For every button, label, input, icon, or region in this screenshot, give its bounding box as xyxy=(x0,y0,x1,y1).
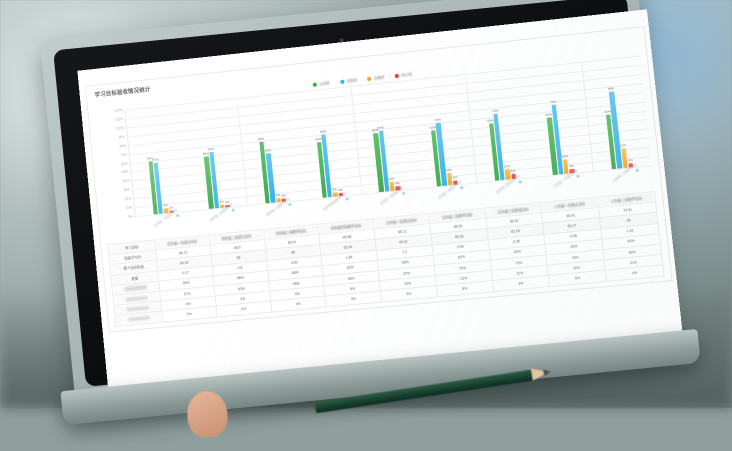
bar-group[interactable]: 59% 57% 6% 2% 四年级一班语文目标 xyxy=(125,104,191,228)
bar-value-label: 57% xyxy=(152,157,159,163)
legend-label: 低分率 xyxy=(401,72,413,78)
bar-value-label: 13% xyxy=(445,168,453,173)
pencil-lead-icon xyxy=(543,368,552,376)
bar-orange[interactable]: 21% xyxy=(620,143,628,169)
bar-value-label: 11% xyxy=(503,164,511,169)
report-card: 学习目标验收情况统计 达成率 优秀率 及格率 低分率 120% 110% 100% 90% 8… xyxy=(84,26,673,333)
legend-label: 及格率 xyxy=(373,75,385,81)
x-axis-marker-dot-icon xyxy=(402,191,406,195)
legend-swatch-icon xyxy=(394,73,400,78)
laptop-screen[interactable]: 学习目标验收情况统计 达成率 优秀率 及格率 低分率 120% 110% 100% 90% 8… xyxy=(77,9,684,388)
legend-label: 优秀率 xyxy=(346,78,358,84)
bar-value-label: 3% xyxy=(219,199,225,205)
bar-value-label: 69% xyxy=(319,129,327,135)
y-axis-tick-label: 10% xyxy=(125,205,133,211)
y-axis-tick-label: 0% xyxy=(127,214,133,219)
bar-value-label: 55% xyxy=(264,148,272,153)
legend-item-1[interactable]: 达成率 xyxy=(312,80,331,87)
laptop-device: 学习目标验收情况统计 达成率 优秀率 及格率 低分率 120% 110% 100% 90% 8… xyxy=(39,0,706,439)
bar-value-label: 76% xyxy=(549,99,557,105)
y-axis-tick-label: 20% xyxy=(124,196,132,202)
x-axis-marker-dot-icon xyxy=(288,202,292,207)
bar-value-label: 5% xyxy=(452,174,458,180)
y-axis-tick-label: 100% xyxy=(115,125,125,131)
legend-item-4[interactable]: 低分率 xyxy=(394,71,412,78)
bar-value-label: 67% xyxy=(377,125,384,131)
y-axis-tick-label: 60% xyxy=(120,161,128,166)
bar-value-label: 70% xyxy=(434,117,442,122)
x-axis-marker-dot-icon xyxy=(576,174,581,178)
y-axis-tick-label: 90% xyxy=(118,134,126,140)
y-axis-tick-label: 70% xyxy=(120,152,127,157)
x-axis-marker-dot-icon xyxy=(345,197,349,201)
y-axis-tick-label: 30% xyxy=(123,187,131,193)
bar-group[interactable]: 60% 84% 21% 4% 六年级二班数学目标 xyxy=(581,56,652,183)
x-axis-marker-dot-icon xyxy=(460,185,464,190)
bar-value-label: 4% xyxy=(275,193,281,198)
bar-value-label: 10% xyxy=(387,176,395,182)
bar-value-label: 21% xyxy=(619,143,627,148)
legend-swatch-icon xyxy=(312,81,318,87)
bar-value-label: 63% xyxy=(545,112,553,117)
x-axis-marker-dot-icon xyxy=(518,180,522,184)
y-axis-tick-label: 110% xyxy=(115,116,124,122)
bar-value-label: 63% xyxy=(207,146,215,152)
x-axis-marker-dot-icon xyxy=(231,208,236,212)
y-axis-tick-label: 50% xyxy=(121,170,129,175)
legend-label: 达成率 xyxy=(319,81,331,87)
bar-value-label: 6% xyxy=(162,202,168,208)
bar-value-label: 16% xyxy=(561,153,569,159)
bar-value-label: 6% xyxy=(510,168,516,173)
bar-value-label: 73% xyxy=(491,108,499,114)
y-axis-tick-label: 80% xyxy=(119,143,126,149)
bar-value-label: 5% xyxy=(332,186,338,192)
legend-swatch-icon xyxy=(339,79,345,84)
x-axis-marker-dot-icon xyxy=(175,213,180,218)
legend-swatch-icon xyxy=(367,76,372,81)
x-axis-marker-dot-icon xyxy=(635,168,640,173)
bar-value-label: 58% xyxy=(202,151,210,157)
screen-bezel: 学习目标验收情况统计 达成率 优秀率 及格率 低分率 120% 110% 100% 90% 8… xyxy=(53,0,684,388)
bar-value-label: 68% xyxy=(257,136,265,142)
legend-item-3[interactable]: 及格率 xyxy=(367,74,385,81)
y-axis-tick-label: 120% xyxy=(114,108,123,113)
bar-value-label: 84% xyxy=(607,86,615,92)
y-axis-tick-label: 40% xyxy=(122,178,130,184)
legend-item-2[interactable]: 优秀率 xyxy=(339,77,358,84)
